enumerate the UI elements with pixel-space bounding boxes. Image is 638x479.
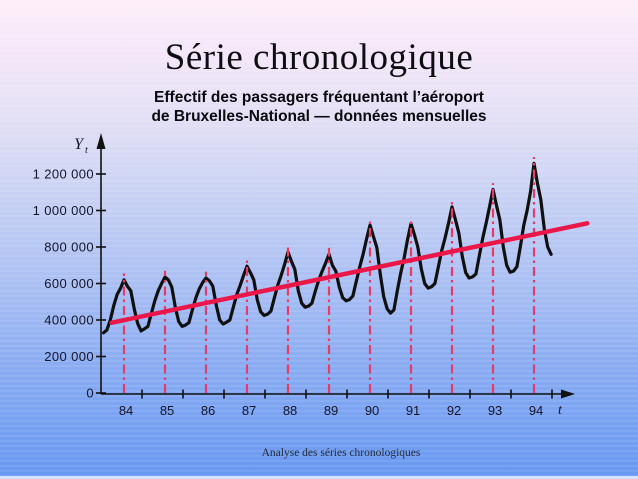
y-tick-label: 1 200 000 [33, 167, 94, 182]
x-tick-label: 94 [529, 403, 543, 418]
x-tick-label: 87 [242, 403, 256, 418]
y-tick-label: 200 000 [44, 349, 94, 364]
axes [96, 133, 575, 399]
x-axis-label: t [558, 403, 563, 418]
tick-labels: 0 200 000 400 000 600 000 800 000 1 000 000 1 … [33, 136, 563, 418]
x-tick-label: 92 [447, 403, 461, 418]
slide-title: Série chronologique [164, 37, 474, 78]
data-series-line [101, 161, 553, 335]
x-tick-label: 91 [406, 403, 420, 418]
x-tick-label: 88 [283, 403, 297, 418]
chart-subtitle: Effectif des passagers fréquentant l’aér… [0, 89, 638, 126]
y-axis-label-subscript: t [85, 145, 88, 156]
seasonal-peak-markers [122, 157, 536, 393]
x-tick-label: 86 [201, 403, 215, 418]
x-tick-label: 93 [488, 403, 502, 418]
chart-subtitle-line1: Effectif des passagers fréquentant l’aér… [154, 89, 484, 106]
y-tick-label: 800 000 [44, 240, 94, 255]
y-axis-label: Y [74, 136, 85, 153]
x-tick-label: 90 [365, 403, 379, 418]
slide-footer: Analyse des séries chronologiques [261, 447, 421, 459]
slide-bottom-edge [0, 476, 638, 479]
y-tick-label: 600 000 [44, 276, 94, 291]
y-tick-label: 400 000 [44, 313, 94, 328]
y-tick-label: 0 [86, 386, 94, 401]
chart-subtitle-line2: de Bruxelles-National — données mensuell… [151, 107, 487, 125]
x-axis-arrow [561, 389, 575, 399]
y-tick-label: 1 000 000 [33, 203, 94, 218]
trend-line [109, 221, 590, 325]
x-tick-label: 89 [324, 403, 338, 418]
x-tick-label: 85 [160, 403, 174, 418]
x-tick-label: 84 [119, 403, 133, 418]
y-axis-arrow [96, 133, 106, 149]
